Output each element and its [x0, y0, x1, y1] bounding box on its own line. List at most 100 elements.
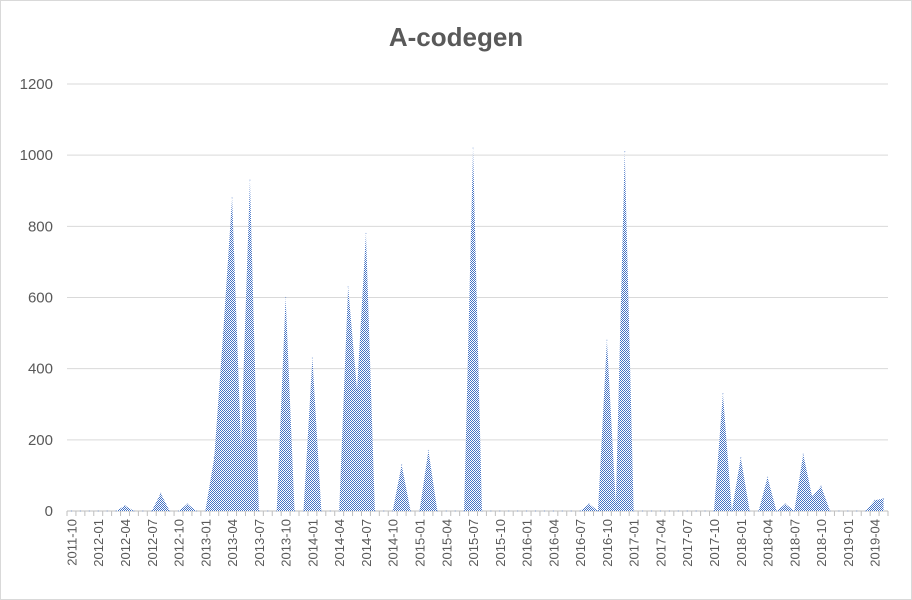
data-point [570, 510, 572, 512]
x-tick-label: 2014-10 [386, 519, 401, 567]
data-point [633, 510, 635, 512]
data-point [142, 510, 144, 512]
x-tick-label: 2016-01 [520, 519, 535, 567]
data-point [588, 503, 590, 505]
data-point [374, 510, 376, 512]
data-point [847, 510, 849, 512]
data-point [329, 510, 331, 512]
y-tick-label: 1000 [20, 147, 53, 164]
data-point [686, 510, 688, 512]
data-point [713, 510, 715, 512]
data-point [240, 446, 242, 448]
data-point [365, 232, 367, 235]
x-tick-label: 2012-10 [172, 519, 187, 567]
data-point [249, 179, 251, 181]
x-tick-label: 2012-04 [118, 519, 133, 567]
x-tick-label: 2017-01 [627, 519, 642, 567]
x-tick-label: 2015-01 [412, 519, 427, 567]
data-point [409, 510, 412, 512]
data-point [222, 332, 224, 334]
y-tick-label: 0 [45, 503, 53, 520]
data-point [311, 357, 314, 359]
data-point [659, 510, 662, 512]
data-point [677, 510, 679, 512]
data-point [668, 510, 670, 512]
data-point [124, 505, 126, 507]
data-point [418, 510, 421, 512]
data-point [722, 392, 724, 395]
x-tick-label: 2018-07 [787, 519, 802, 567]
data-point [356, 389, 358, 391]
data-point [758, 510, 760, 512]
x-tick-label: 2013-07 [252, 519, 267, 567]
x-tick-label: 2016-07 [573, 519, 588, 567]
data-point [186, 503, 189, 505]
x-tick-label: 2019-04 [868, 519, 883, 567]
data-point [88, 510, 90, 512]
y-tick-label: 800 [28, 218, 53, 235]
x-tick-label: 2017-04 [653, 519, 668, 567]
data-point [525, 510, 528, 512]
data-point [454, 510, 456, 512]
data-point [383, 510, 385, 512]
data-point [499, 510, 501, 512]
x-tick-label: 2018-01 [734, 519, 749, 567]
x-tick-label: 2019-01 [841, 519, 856, 567]
data-point [195, 510, 197, 512]
x-tick-label: 2011-10 [64, 519, 79, 566]
x-tick-label: 2015-10 [493, 519, 508, 567]
data-point [70, 510, 73, 512]
data-point [856, 510, 858, 512]
data-point [865, 510, 867, 512]
data-point [650, 510, 653, 512]
data-point [704, 510, 706, 512]
x-tick-label: 2012-01 [91, 519, 106, 567]
data-point [606, 339, 608, 341]
x-tick-label: 2016-10 [600, 519, 615, 567]
data-point [401, 464, 403, 466]
x-tick-label: 2014-04 [332, 519, 347, 567]
data-point [624, 151, 626, 153]
data-point [766, 476, 769, 478]
x-tick-label: 2015-04 [439, 519, 454, 567]
data-point [436, 510, 438, 512]
data-point [151, 510, 153, 512]
data-point [79, 510, 81, 512]
data-point [874, 499, 876, 501]
data-point [517, 510, 519, 512]
data-point [472, 147, 474, 149]
data-point [204, 510, 206, 512]
data-point [802, 453, 804, 455]
data-point [231, 197, 233, 199]
data-point [597, 510, 599, 512]
data-point [534, 510, 537, 512]
y-tick-label: 600 [28, 290, 53, 307]
data-point [169, 510, 171, 512]
x-tick-label: 2013-01 [198, 519, 213, 567]
data-point [285, 296, 287, 299]
data-point [177, 510, 180, 512]
data-point [838, 510, 840, 512]
data-point [508, 510, 510, 512]
data-point [793, 510, 795, 512]
x-tick-label: 2014-01 [305, 519, 320, 567]
data-point [213, 457, 215, 459]
data-point [579, 510, 581, 512]
data-point [258, 510, 260, 512]
x-tick-label: 2016-04 [546, 519, 561, 567]
data-point [481, 510, 483, 512]
data-point [302, 510, 305, 512]
x-tick-label: 2018-10 [814, 519, 829, 567]
data-point [445, 510, 447, 512]
data-point [427, 449, 430, 452]
data-point [267, 510, 269, 512]
x-tick-label: 2013-10 [279, 519, 294, 567]
chart-title: A-codegen [388, 22, 524, 52]
data-point [293, 510, 296, 512]
data-point [882, 497, 885, 500]
y-tick-label: 200 [28, 432, 53, 449]
x-tick-label: 2013-04 [225, 519, 240, 567]
data-point [276, 510, 278, 512]
